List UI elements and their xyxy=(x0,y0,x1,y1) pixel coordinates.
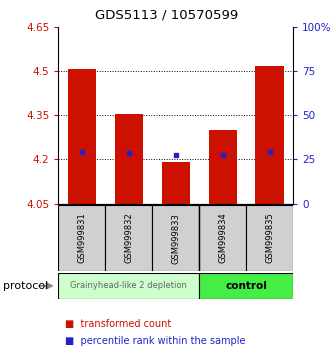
Bar xyxy=(208,130,237,204)
Bar xyxy=(105,205,152,271)
Bar xyxy=(199,205,246,271)
Text: ■  percentile rank within the sample: ■ percentile rank within the sample xyxy=(65,336,245,346)
Bar xyxy=(199,273,293,299)
Text: GDS5113 / 10570599: GDS5113 / 10570599 xyxy=(95,9,238,22)
Bar xyxy=(115,114,143,204)
Bar xyxy=(246,205,293,271)
Text: GSM999832: GSM999832 xyxy=(124,213,133,263)
Text: GSM999831: GSM999831 xyxy=(77,213,86,263)
Bar xyxy=(68,69,96,204)
Bar xyxy=(58,205,105,271)
Text: GSM999834: GSM999834 xyxy=(218,213,227,263)
Text: ■  transformed count: ■ transformed count xyxy=(65,319,171,329)
Bar xyxy=(58,273,199,299)
Bar xyxy=(152,205,199,271)
Text: Grainyhead-like 2 depletion: Grainyhead-like 2 depletion xyxy=(70,281,187,290)
Text: control: control xyxy=(225,281,267,291)
Bar xyxy=(255,67,284,204)
Text: GSM999833: GSM999833 xyxy=(171,213,180,263)
Text: GSM999835: GSM999835 xyxy=(265,213,274,263)
Text: protocol: protocol xyxy=(3,281,49,291)
Bar xyxy=(162,162,190,204)
